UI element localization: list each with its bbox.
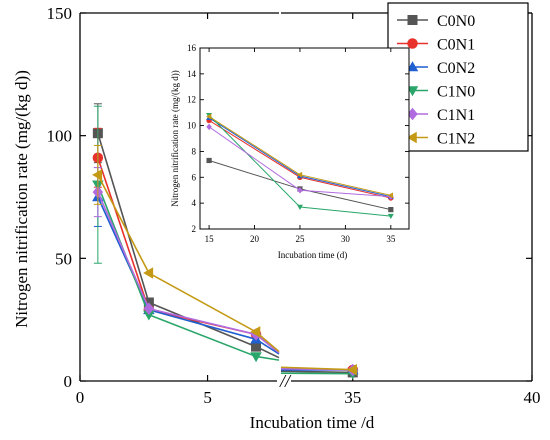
inset-x-tick-label: 20 (250, 234, 260, 244)
data-point-c1n2 (143, 267, 153, 279)
inset-y-tick-label: 8 (192, 146, 197, 156)
inset-y-tick-label: 2 (192, 224, 197, 234)
legend-label-c1n1: C1N1 (437, 107, 475, 124)
y-tick-label: 100 (47, 127, 73, 146)
inset-x-tick-label: 30 (341, 234, 351, 244)
y-tick-label: 150 (47, 4, 73, 23)
inset-y-axis-title: Nitrogen nitrification rate (mg/(kg d)) (170, 70, 180, 206)
y-axis-title: Nitrogen nitrification rate (mg/(kg d)) (12, 70, 31, 328)
inset-y-tick-label: 10 (187, 121, 197, 131)
inset-frame (200, 48, 409, 229)
legend-label-c0n2: C0N2 (437, 60, 475, 77)
series-line-c0n0 (281, 371, 353, 372)
inset-x-tick-label: 15 (205, 234, 215, 244)
inset-y-tick-label: 16 (187, 43, 197, 53)
legend-marker-c0n1 (407, 38, 418, 49)
inset-y-tick-label: 12 (187, 95, 196, 105)
inset-data-point-c0n0 (388, 207, 393, 212)
x-tick-label: 35 (344, 388, 361, 407)
x-tick-label: 0 (76, 388, 85, 407)
inset-x-axis-title: Incubation time (d) (278, 250, 347, 260)
inset-x-tick-label: 35 (386, 234, 396, 244)
x-axis-title: Incubation time /d (250, 413, 375, 432)
legend-marker-c0n0 (408, 15, 418, 25)
inset-y-tick-label: 6 (192, 172, 197, 182)
inset-data-point-c0n0 (206, 158, 211, 163)
data-point-c1n2 (92, 169, 102, 181)
legend-label-c1n2: C1N2 (437, 131, 475, 148)
inset-y-tick-label: 4 (192, 198, 197, 208)
y-tick-label: 0 (64, 372, 73, 391)
inset-y-tick-label: 14 (187, 69, 197, 79)
y-tick-label: 50 (55, 249, 72, 268)
legend-label-c0n1: C0N1 (437, 37, 475, 54)
legend-label-c0n0: C0N0 (437, 13, 475, 30)
legend-label-c1n0: C1N0 (437, 84, 475, 101)
inset-x-tick-label: 25 (295, 234, 305, 244)
x-tick-label: 40 (524, 388, 541, 407)
x-tick-label: 5 (203, 388, 212, 407)
